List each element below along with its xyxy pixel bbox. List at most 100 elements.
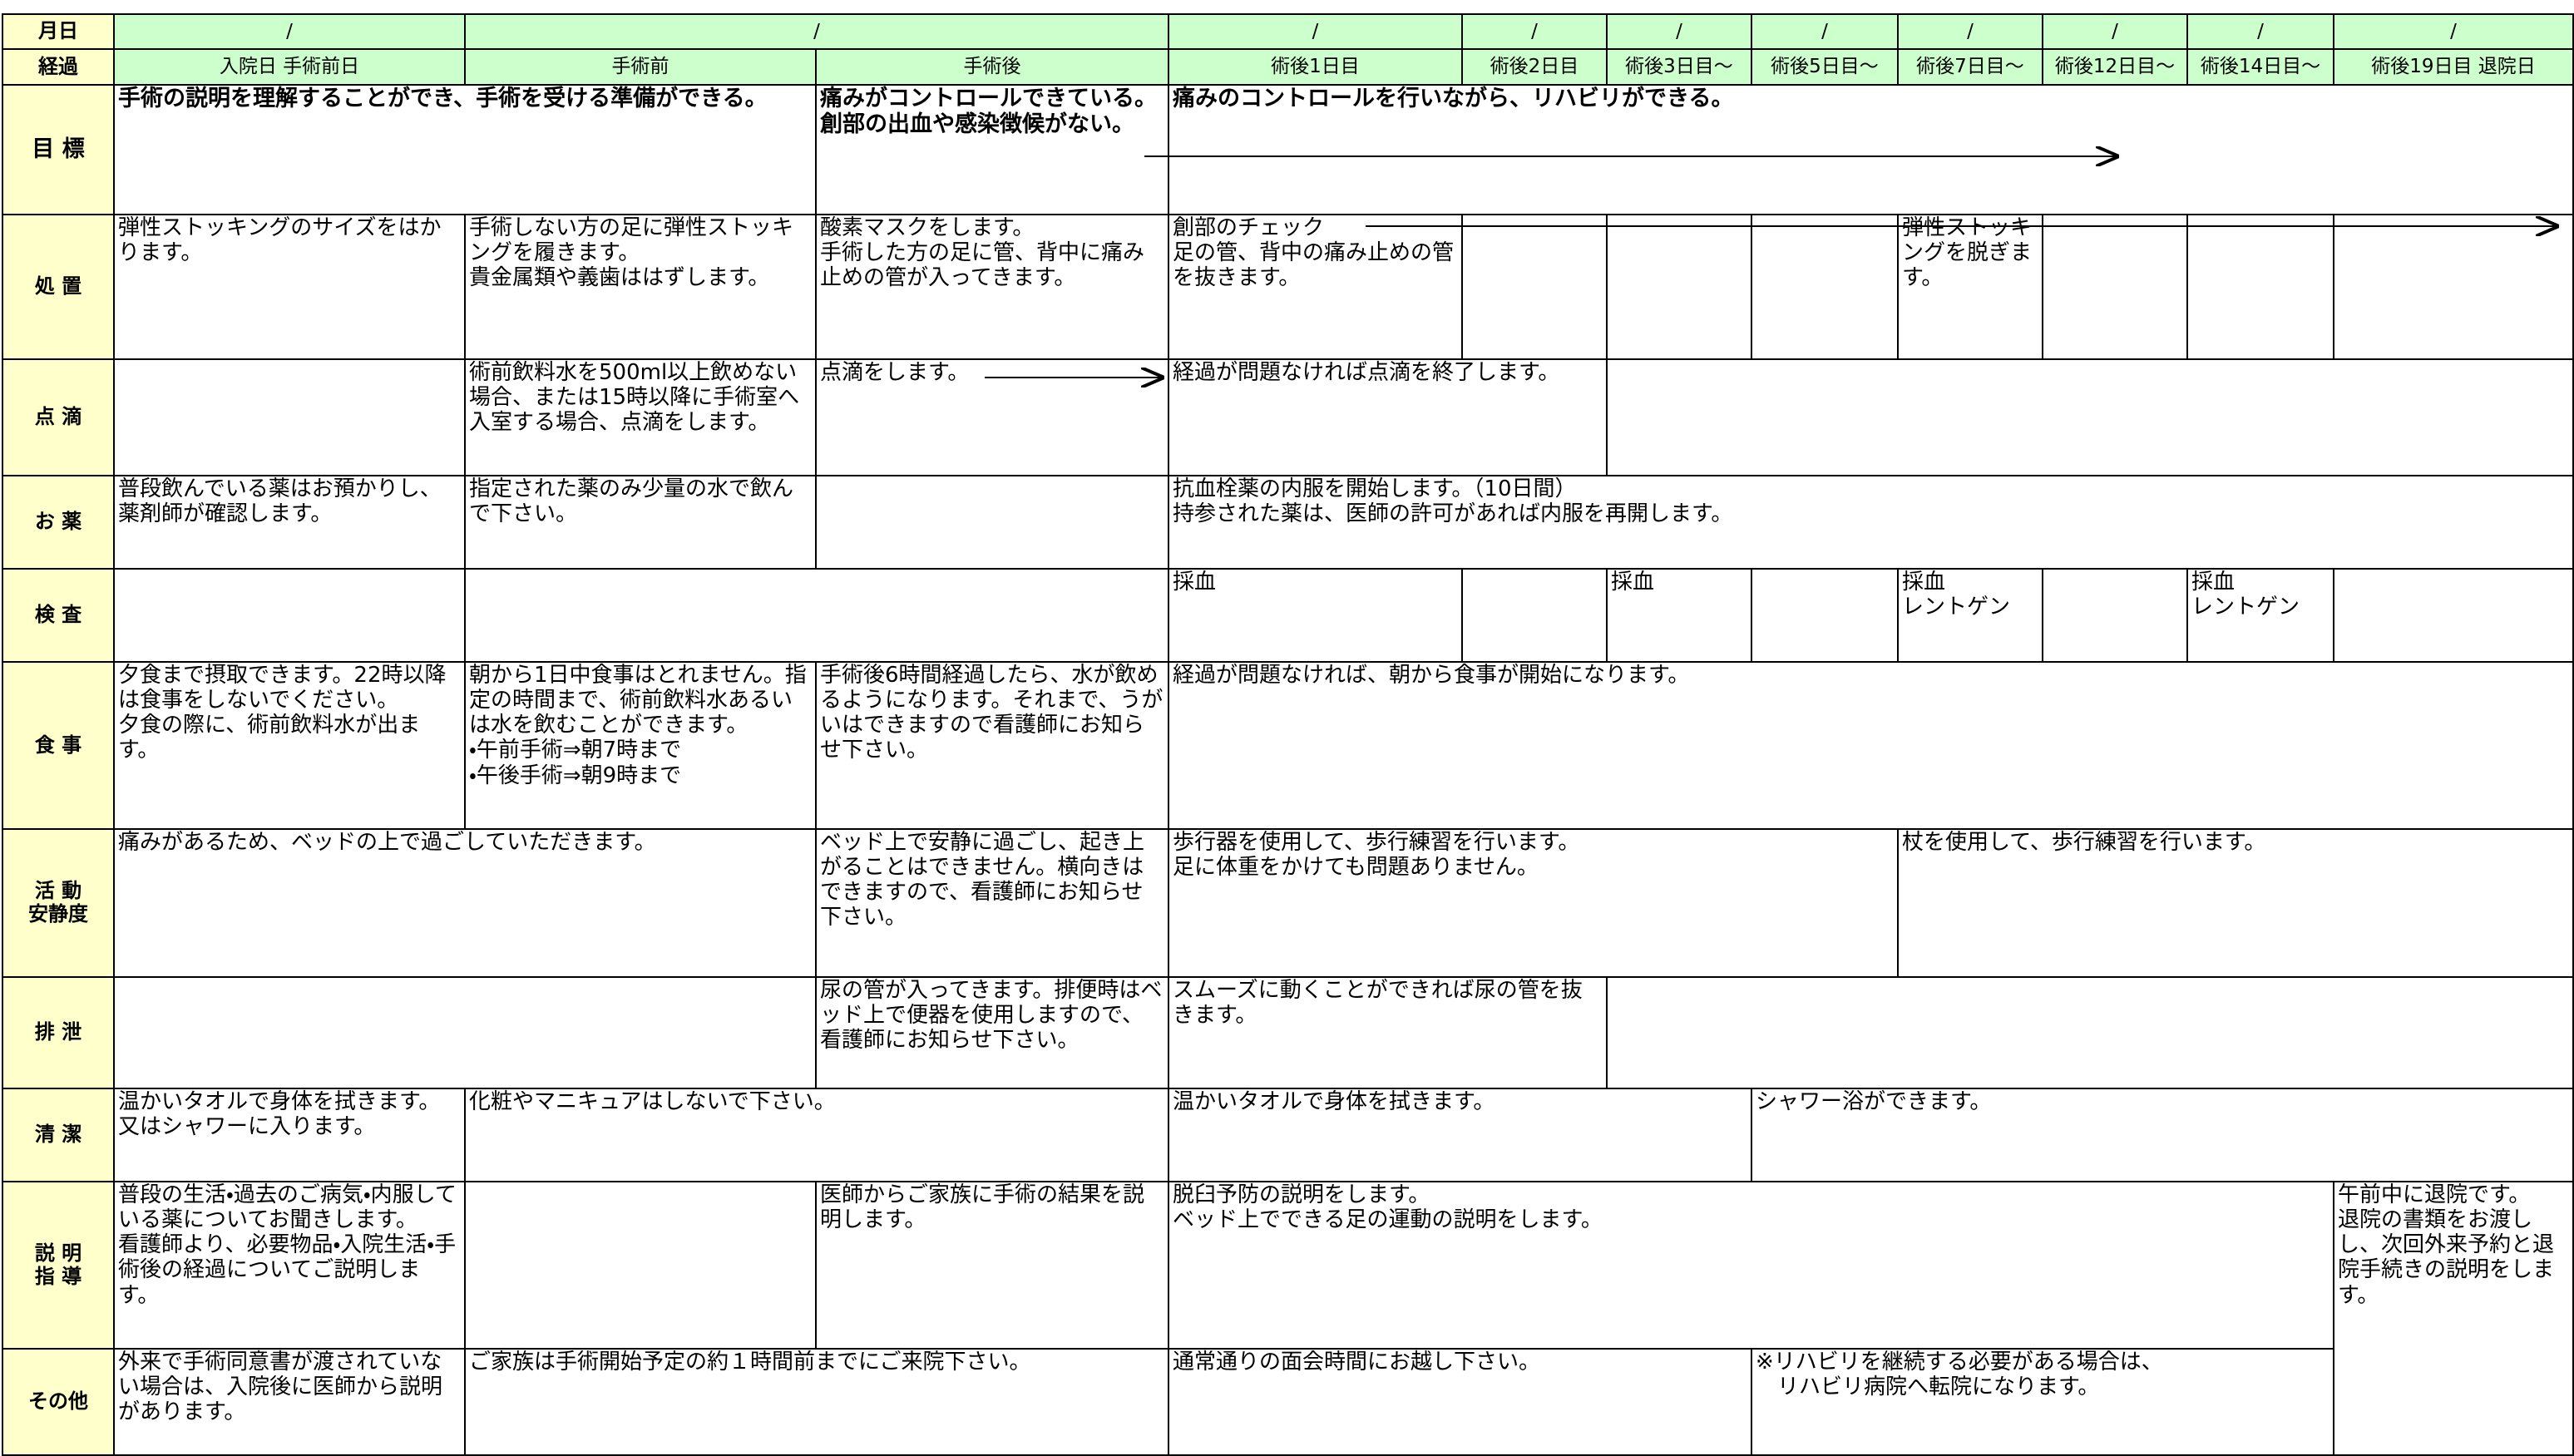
empty-cell	[1751, 214, 1899, 360]
empty-cell	[1461, 568, 1608, 663]
row-label: 排 泄	[2, 976, 115, 1089]
row-label: 点 滴	[2, 358, 115, 476]
drip-cell: 術前飲料水を500ml以上飲めない場合、または15時以降に手術室へ入室する場合、…	[464, 358, 817, 476]
stage-cell: 手術前	[464, 48, 817, 86]
row-label: 目 標	[2, 84, 115, 215]
activity-cell: 歩行器を使用して、歩行練習を行います。 足に体重をかけても問題ありません。	[1168, 828, 1899, 978]
other-cell: 外来で手術同意書が渡されていない場合は、入院後に医師から説明があります。	[113, 1348, 466, 1456]
hygiene-cell: 化粧やマニキュアはしないで下さい。	[464, 1088, 1169, 1182]
exam-cell: 採血 レントゲン	[2186, 568, 2334, 663]
empty-cell	[2333, 214, 2574, 360]
exam-cell: 採血	[1606, 568, 1752, 663]
stage-cell: 手術後	[815, 48, 1169, 86]
row-label: 食 事	[2, 661, 115, 830]
row-label: お 薬	[2, 475, 115, 570]
empty-cell	[113, 568, 466, 663]
table-row: 月日 / / / / / / / / / /	[2, 13, 2574, 50]
empty-cell	[2042, 214, 2188, 360]
table-row: 検 査 採血 採血 採血 レントゲン 採血 レントゲン	[2, 568, 2574, 663]
stage-cell: 術後14日目〜	[2186, 48, 2334, 86]
stage-label: 経過	[2, 48, 115, 86]
empty-cell	[1461, 214, 1608, 360]
treatment-cell: 酸素マスクをします。 手術した方の足に管、背中に痛み止めの管が入ってきます。	[815, 214, 1169, 360]
activity-cell: ベッド上で安静に過ごし、起き上がることはできません。横向きはできますので、看護師…	[815, 828, 1169, 978]
date-cell: /	[1461, 13, 1608, 50]
table-row: 説 明 指 導普段の生活・過去のご病気・内服している薬についてお聞きします。 看…	[2, 1181, 2574, 1456]
table-row: 活 動 安静度 痛みがあるため、ベッドの上で過ごしていただきます。 ベッド上で安静に…	[2, 828, 2574, 978]
row-label: 説 明 指 導	[2, 1181, 115, 1350]
treatment-cell: 弾性ストッキングのサイズをはかります。	[113, 214, 466, 360]
row-label: その他	[2, 1348, 115, 1456]
empty-cell	[1606, 214, 1752, 360]
treatment-cell: 創部のチェック 足の管、背中の痛み止めの管を抜きます。	[1168, 214, 1463, 360]
stage-cell: 術後19日目 退院日	[2333, 48, 2574, 86]
stage-cell: 術後2日目	[1461, 48, 1608, 86]
goal-cell: 手術の説明を理解することができ、手術を受ける準備ができる。	[113, 84, 817, 215]
empty-cell	[815, 475, 1169, 570]
exam-cell: 採血 レントゲン	[1897, 568, 2043, 663]
treatment-cell: 手術しない方の足に弾性ストッキングを履きます。 貴金属類や義歯ははずします。	[464, 214, 817, 360]
date-cell: /	[2333, 13, 2574, 50]
treatment-cell: 弾性ストッキングを脱ぎます。	[1897, 214, 2043, 360]
other-cell: ご家族は手術開始予定の約１時間前までにご来院下さい。	[464, 1348, 1169, 1456]
table-row: 点 滴 術前飲料水を500ml以上飲めない場合、または15時以降に手術室へ入室する…	[2, 358, 2574, 476]
date-cell: /	[464, 13, 1169, 50]
stage-cell: 術後7日目〜	[1897, 48, 2043, 86]
meal-cell: 手術後6時間経過したら、水が飲めるようになります。それまで、うがいはできますので…	[815, 661, 1169, 830]
pathway-table: 月日 / / / / / / / / / / 経過 入院日 手術前日 手術前 手術後 術後1日目 術後2日目 術後…	[2, 13, 2574, 1456]
date-cell: /	[1168, 13, 1463, 50]
medicine-cell: 普段飲んでいる薬はお預かりし、薬剤師が確認します。	[113, 475, 466, 570]
table-row: 清 潔温かいタオルで身体を拭きます。又はシャワーに入ります。 化粧やマニキュアはし…	[2, 1088, 2574, 1182]
date-cell: /	[1897, 13, 2043, 50]
explanation-cell: 午前中に退院です。 退院の書類をお渡しし、次回外来予約と退院手続きの説明をします…	[2333, 1181, 2574, 1456]
row-label: 検 査	[2, 568, 115, 663]
table-row: 経過 入院日 手術前日 手術前 手術後 術後1日目 術後2日目 術後3日目〜 術後5日目〜 術後…	[2, 48, 2574, 86]
activity-cell: 痛みがあるため、ベッドの上で過ごしていただきます。	[113, 828, 817, 978]
date-cell: /	[2042, 13, 2188, 50]
hygiene-cell: 温かいタオルで身体を拭きます。	[1168, 1088, 1752, 1182]
drip-cell: 経過が問題なければ点滴を終了します。	[1168, 358, 1608, 476]
stage-cell: 術後12日目〜	[2042, 48, 2188, 86]
drip-cell: 点滴をします。	[815, 358, 1169, 476]
goal-cell: 痛みがコントロールできている。 創部の出血や感染徴候がない。	[815, 84, 1169, 215]
row-label: 活 動 安静度	[2, 828, 115, 978]
stage-cell: 術後3日目〜	[1606, 48, 1752, 86]
empty-cell	[113, 358, 466, 476]
date-cell: /	[113, 13, 466, 50]
medicine-cell: 指定された薬のみ少量の水で飲んで下さい。	[464, 475, 817, 570]
hygiene-cell: 温かいタオルで身体を拭きます。又はシャワーに入ります。	[113, 1088, 466, 1182]
table-row: 目 標手術の説明を理解することができ、手術を受ける準備ができる。 痛みがコントロー…	[2, 84, 2574, 215]
date-cell: /	[1606, 13, 1752, 50]
empty-cell	[113, 976, 817, 1089]
hygiene-cell: シャワー浴ができます。	[1751, 1088, 2574, 1182]
empty-cell	[1751, 568, 1899, 663]
medicine-cell: 抗血栓薬の内服を開始します。（10日間） 持参された薬は、医師の許可があれば内服…	[1168, 475, 2574, 570]
exam-cell: 採血	[1168, 568, 1463, 663]
activity-cell: 杖を使用して、歩行練習を行います。	[1897, 828, 2574, 978]
table-row: その他 外来で手術同意書が渡されていない場合は、入院後に医師から説明があります。ご…	[2, 1348, 2573, 1456]
excretion-cell: スムーズに動くことができれば尿の管を抜きます。	[1168, 976, 1608, 1089]
meal-cell: 朝から1日中食事はとれません。指定の時間まで、術前飲料水あるいは水を飲むことがで…	[464, 661, 817, 830]
other-cell: 通常通りの面会時間にお越し下さい。	[1168, 1348, 1752, 1456]
explanation-cell: 医師からご家族に手術の結果を説明します。	[815, 1181, 1169, 1350]
table-row: 処 置弾性ストッキングのサイズをはかります。 手術しない方の足に弾性ストッキングを…	[2, 214, 2574, 360]
empty-cell	[2333, 568, 2574, 663]
goal-cell: 痛みのコントロールを行いながら、リハビリができる。	[1168, 84, 2574, 215]
stage-cell: 入院日 手術前日	[113, 48, 466, 86]
date-label: 月日	[2, 13, 115, 50]
table-row: 排 泄 尿の管が入ってきます。排便時はベッド上で便器を使用しますので、看護師にお知…	[2, 976, 2574, 1089]
date-cell: /	[2186, 13, 2334, 50]
row-label: 処 置	[2, 214, 115, 360]
explanation-cell: 普段の生活・過去のご病気・内服している薬についてお聞きします。 看護師より、必要…	[113, 1181, 466, 1350]
stage-cell: 術後1日目	[1168, 48, 1463, 86]
empty-cell	[2186, 214, 2334, 360]
table-row: 食 事夕食まで摂取できます。22時以降は食事をしないでください。 夕食の際に、術…	[2, 661, 2574, 830]
empty-cell	[464, 568, 1169, 663]
stage-cell: 術後5日目〜	[1751, 48, 1899, 86]
excretion-cell: 尿の管が入ってきます。排便時はベッド上で便器を使用しますので、看護師にお知らせ下…	[815, 976, 1169, 1089]
meal-cell: 夕食まで摂取できます。22時以降は食事をしないでください。 夕食の際に、術前飲料…	[113, 661, 466, 830]
table-row: お 薬普段飲んでいる薬はお預かりし、薬剤師が確認します。 指定された薬のみ少量の水…	[2, 475, 2574, 570]
explanation-cell: 脱臼予防の説明をします。 ベッド上でできる足の運動の説明をします。	[1168, 1181, 2334, 1350]
empty-cell	[1606, 976, 2574, 1089]
